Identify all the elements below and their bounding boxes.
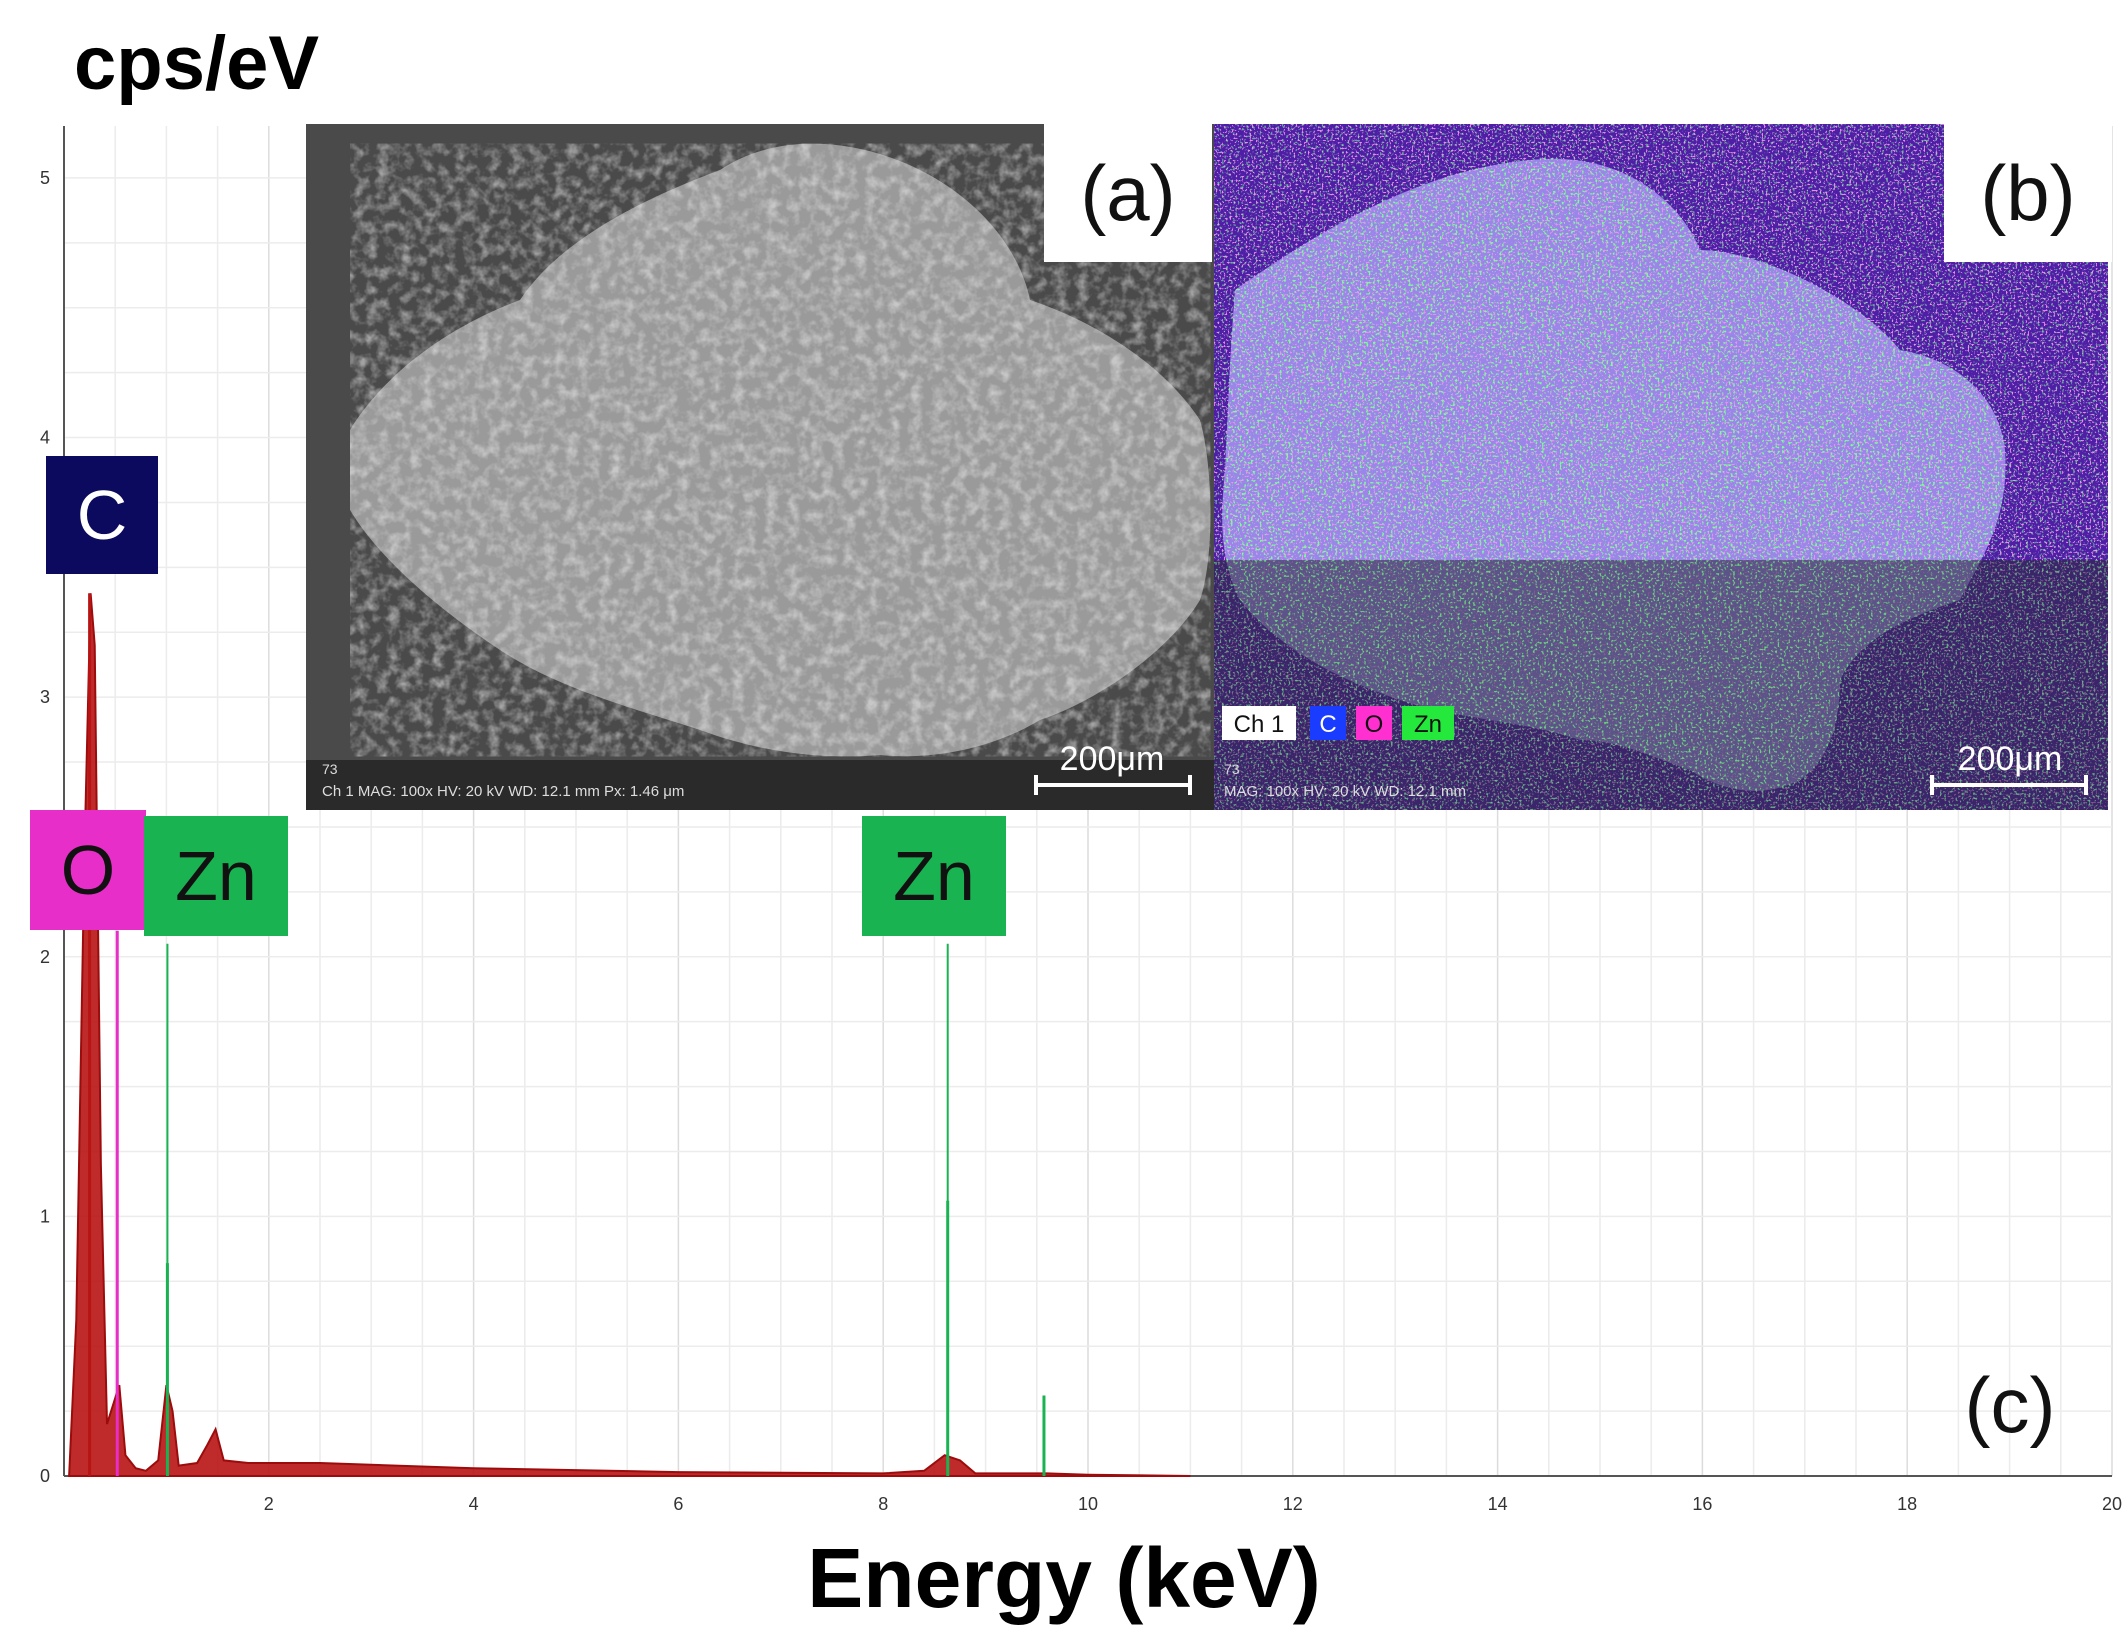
y-tick-label: 5 (40, 168, 50, 188)
element-label-o: O (30, 810, 146, 930)
x-tick-label: 8 (878, 1494, 888, 1514)
inset-a-footer: Ch 1 MAG: 100x HV: 20 kV WD: 12.1 mm Px:… (322, 783, 684, 800)
inset-a-footer-top: 73 (322, 761, 338, 777)
legend-c: C (1319, 711, 1336, 738)
x-axis-label: Energy (keV) (807, 1531, 1321, 1625)
element-label-zn-2: Zn (862, 816, 1006, 936)
legend-o: O (1365, 711, 1384, 738)
x-tick-labels: 2 4 6 8 10 12 14 16 18 20 (264, 1494, 2122, 1514)
panel-letter-a: (a) (1044, 124, 1212, 262)
x-tick-label: 14 (1488, 1494, 1508, 1514)
x-tick-label: 16 (1692, 1494, 1712, 1514)
y-tick-labels: 0 1 2 3 4 5 (40, 168, 50, 1486)
y-tick-label: 3 (40, 687, 50, 707)
x-tick-label: 4 (469, 1494, 479, 1514)
y-tick-label: 0 (40, 1466, 50, 1486)
y-tick-label: 1 (40, 1206, 50, 1226)
y-tick-label: 4 (40, 428, 50, 448)
x-tick-label: 6 (673, 1494, 683, 1514)
panel-letter-c: (c) (1964, 1360, 2056, 1449)
y-axis-label: cps/eV (74, 21, 320, 106)
x-tick-label: 2 (264, 1494, 274, 1514)
legend-zn: Zn (1414, 711, 1442, 738)
inset-b-eds-map: Ch 1 C O Zn 73 MAG: 100x HV: 20 kV WD: 1… (1214, 124, 2108, 810)
inset-b-legend: Ch 1 C O Zn (1222, 706, 1454, 740)
x-tick-label: 10 (1078, 1494, 1098, 1514)
inset-b-footer-top: 73 (1224, 761, 1240, 777)
inset-a-scale-label: 200μm (1060, 740, 1165, 778)
inset-b-scale-label: 200μm (1958, 740, 2063, 778)
x-tick-label: 12 (1283, 1494, 1303, 1514)
y-tick-label: 2 (40, 947, 50, 967)
element-lines (88, 593, 1046, 1476)
spectrum-series (68, 593, 1191, 1477)
panel-letter-b: (b) (1944, 124, 2112, 262)
legend-ch1: Ch 1 (1234, 711, 1285, 738)
x-tick-label: 18 (1897, 1494, 1917, 1514)
element-label-c: C (46, 456, 158, 574)
element-label-zn-1: Zn (144, 816, 288, 936)
x-tick-label: 20 (2102, 1494, 2122, 1514)
inset-b-footer: MAG: 100x HV: 20 kV WD: 12.1 mm (1224, 783, 1466, 800)
